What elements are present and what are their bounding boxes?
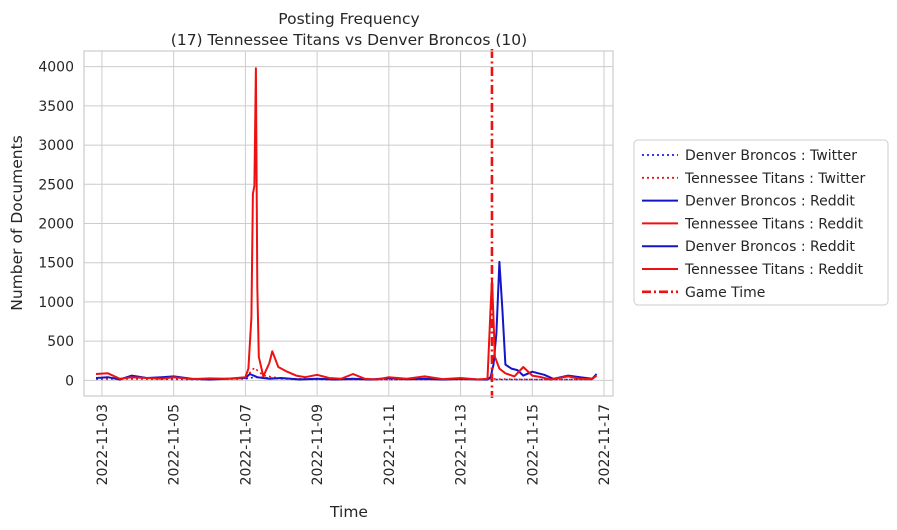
y-axis-ticks: 0 500 1000 1500 2000 2500 3000 3500 4000 (38, 60, 74, 390)
y-tick-label: 1500 (38, 256, 74, 272)
legend-label: Denver Broncos : Twitter (685, 148, 857, 164)
y-axis-label: Number of Documents (8, 135, 26, 310)
y-tick-label: 0 (65, 373, 74, 389)
legend-label: Tennessee Titans : Reddit (684, 262, 864, 278)
chart-title: Posting Frequency (278, 10, 419, 28)
x-tick-label: 2022-11-03 (95, 404, 111, 485)
y-tick-label: 3000 (38, 138, 74, 154)
x-tick-label: 2022-11-15 (525, 404, 541, 485)
x-axis-ticks: 2022-11-03 2022-11-05 2022-11-07 2022-11-09… (95, 404, 613, 485)
legend-label: Tennessee Titans : Twitter (684, 171, 865, 187)
y-tick-label: 4000 (38, 60, 74, 76)
series-line-4 (95, 67, 598, 381)
y-tick-label: 500 (47, 334, 74, 350)
y-tick-label: 2500 (38, 177, 74, 193)
legend-label: Denver Broncos : Reddit (685, 239, 855, 255)
x-tick-label: 2022-11-11 (382, 404, 398, 485)
x-tick-label: 2022-11-13 (454, 404, 470, 485)
x-tick-label: 2022-11-17 (597, 404, 613, 485)
x-axis-label: Time (329, 503, 368, 521)
plot-area (95, 49, 598, 398)
x-tick-label: 2022-11-07 (238, 404, 254, 485)
x-tick-label: 2022-11-05 (167, 404, 183, 485)
legend-box (633, 139, 889, 306)
legend: Denver Broncos : Twitter Tennessee Titans… (633, 139, 889, 306)
legend-label: Game Time (685, 285, 765, 301)
y-tick-label: 1000 (38, 295, 74, 311)
y-tick-label: 3500 (38, 99, 74, 115)
y-tick-label: 2000 (38, 217, 74, 233)
grid-lines (84, 51, 613, 396)
legend-label: Denver Broncos : Reddit (685, 194, 855, 210)
x-tick-label: 2022-11-09 (310, 404, 326, 485)
plot-frame (83, 50, 614, 397)
chart-subtitle: (17) Tennessee Titans vs Denver Broncos … (171, 31, 527, 49)
legend-label: Tennessee Titans : Reddit (684, 216, 864, 232)
